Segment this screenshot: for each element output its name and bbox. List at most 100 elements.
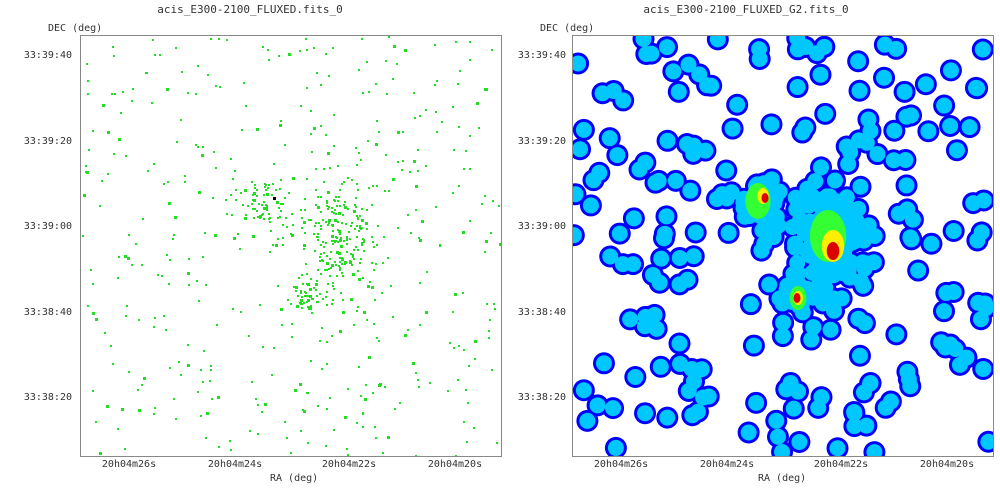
photon-pixel [346, 243, 348, 245]
heat-blob [768, 412, 785, 429]
photon-pixel [357, 270, 359, 272]
photon-pixel [280, 120, 282, 122]
photon-pixel [417, 149, 419, 151]
photon-pixel [254, 187, 256, 189]
photon-pixel [138, 409, 141, 412]
photon-pixel [349, 261, 352, 264]
photon-pixel [92, 390, 94, 392]
photon-pixel [305, 292, 307, 294]
photon-pixel [326, 291, 328, 293]
photon-pixel [303, 244, 306, 247]
photon-pixel [362, 426, 364, 428]
photon-pixel [203, 350, 205, 352]
photon-pixel [368, 187, 370, 189]
photon-pixel [397, 131, 400, 134]
photon-pixel [198, 191, 201, 194]
photon-pixel [325, 296, 327, 298]
photon-pixel [214, 234, 217, 237]
photon-pixel [344, 261, 347, 264]
heat-blob [826, 172, 843, 189]
heat-blob [936, 303, 953, 320]
photon-pixel [447, 390, 449, 392]
photon-pixel [264, 183, 266, 185]
photon-pixel [264, 186, 266, 188]
photon-pixel [338, 252, 341, 255]
heat-blob [756, 235, 773, 252]
photon-pixel [425, 109, 427, 111]
photon-pixel [303, 302, 305, 304]
photon-pixel [329, 275, 331, 277]
smoothed-heatmap-image[interactable] [572, 35, 994, 457]
photon-pixel [343, 181, 345, 183]
left-ytick: 33:38:40 [23, 307, 72, 318]
photon-pixel [132, 88, 134, 90]
photon-pixel [202, 381, 204, 383]
photon-pixel [362, 92, 364, 94]
photon-pixel [166, 254, 168, 256]
photon-pixel [333, 429, 335, 431]
photon-pixel [113, 153, 115, 155]
photon-pixel [361, 208, 363, 210]
photon-pixel [135, 243, 137, 245]
photon-pixel [335, 213, 337, 215]
photon-pixel [320, 196, 322, 198]
heat-blob [789, 79, 806, 96]
heat-blob [923, 235, 940, 252]
raw-event-image[interactable] [80, 35, 502, 457]
photon-pixel [112, 46, 114, 48]
photon-pixel [235, 199, 237, 201]
photon-pixel [197, 65, 199, 67]
photon-pixel [326, 200, 328, 202]
photon-pixel [102, 104, 105, 107]
photon-pixel [365, 222, 368, 225]
heat-blob [902, 378, 919, 395]
photon-pixel [232, 308, 234, 310]
photon-pixel [118, 256, 120, 258]
photon-pixel [253, 217, 255, 219]
heat-blob [763, 116, 780, 133]
photon-pixel [217, 396, 220, 399]
photon-pixel [212, 197, 214, 199]
photon-pixel [358, 69, 360, 71]
photon-pixel [317, 206, 320, 209]
heat-blob [788, 201, 805, 218]
photon-pixel [290, 303, 292, 305]
photon-pixel [366, 209, 368, 211]
photon-pixel [161, 275, 163, 277]
photon-pixel [341, 263, 343, 265]
photon-pixel [320, 228, 322, 230]
photon-pixel [87, 80, 89, 82]
photon-pixel [358, 366, 360, 368]
photon-pixel [377, 225, 379, 227]
heat-blob [748, 394, 765, 411]
photon-pixel [458, 185, 460, 187]
photon-pixel [301, 296, 303, 298]
photon-pixel [321, 368, 323, 370]
photon-pixel [145, 72, 147, 74]
photon-pixel [365, 384, 367, 386]
photon-pixel [157, 274, 159, 276]
photon-pixel [235, 189, 237, 191]
photon-pixel [381, 292, 383, 294]
heat-blob [653, 250, 670, 267]
photon-pixel [376, 244, 378, 246]
photon-pixel [215, 167, 217, 169]
photon-pixel [458, 126, 460, 128]
photon-pixel [240, 192, 242, 194]
photon-pixel [378, 340, 380, 342]
photon-pixel [341, 183, 343, 185]
heat-blob [611, 225, 628, 242]
heat-blob [977, 295, 993, 312]
photon-pixel [309, 295, 312, 298]
photon-pixel [168, 283, 170, 285]
photon-pixel [457, 379, 459, 381]
photon-pixel [338, 212, 341, 215]
photon-pixel [462, 231, 465, 234]
photon-pixel [351, 222, 353, 224]
heat-blob [573, 141, 589, 158]
photon-pixel [317, 269, 319, 271]
photon-pixel [138, 319, 140, 321]
heat-blob [797, 119, 814, 136]
heat-blob [816, 38, 833, 55]
photon-pixel [350, 298, 352, 300]
